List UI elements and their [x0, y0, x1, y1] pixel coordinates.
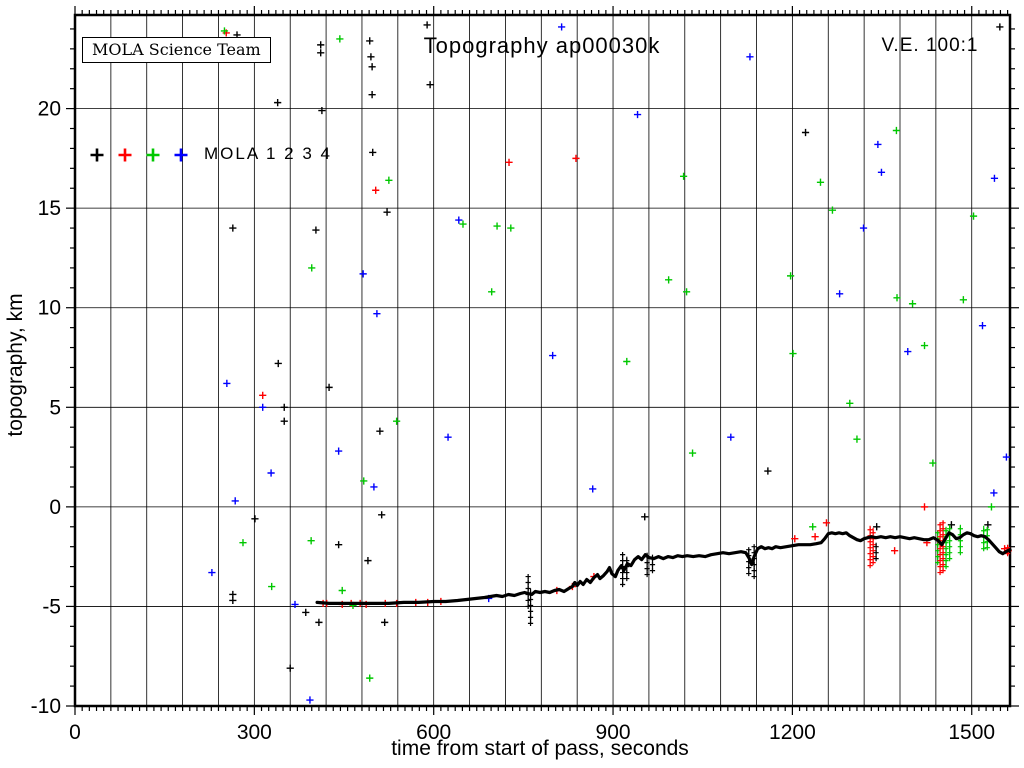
ground-track-profile	[315, 531, 1012, 606]
credit-text: MOLA Science Team	[92, 40, 261, 59]
y-tick-label: 0	[49, 496, 61, 519]
y-tick-label: 20	[38, 98, 61, 121]
spike-clusters	[525, 520, 1011, 626]
credit-box: MOLA Science Team	[82, 37, 271, 63]
series-mola-4	[208, 23, 1011, 704]
x-axis-title: time from start of pass, seconds	[391, 737, 689, 760]
y-tick-label: 15	[38, 197, 61, 220]
x-tick-label: 1200	[769, 721, 816, 744]
plot-frame	[73, 13, 1012, 708]
y-tick-label: 10	[38, 297, 61, 320]
y-tick-label: -5	[42, 595, 61, 618]
x-tick-label: 900	[596, 721, 631, 744]
y-tick-labels: 20 15 10 5 0 -5 -10	[31, 98, 61, 718]
x-tick-labels: 0 300 600 900 1200 1500	[69, 721, 995, 744]
series-mola-2	[222, 29, 1012, 609]
y-tick-label: 5	[49, 396, 61, 419]
x-tick-label: 600	[416, 721, 451, 744]
legend-markers	[90, 148, 188, 162]
y-axis-title: topography, km	[4, 293, 27, 437]
series-mola-1	[229, 21, 1004, 672]
x-tick-label: 300	[237, 721, 272, 744]
legend-label: MOLA 1 2 3 4	[204, 144, 332, 163]
x-tick-label: 1500	[948, 721, 995, 744]
vertical-exaggeration-label: V.E. 100:1	[881, 35, 979, 56]
axis-ticks	[66, 6, 1019, 715]
series-mola-3	[220, 27, 996, 682]
gridlines	[75, 15, 1010, 706]
y-tick-label: -10	[31, 695, 61, 718]
x-tick-label: 0	[69, 721, 81, 744]
plot-title: Topography ap00030k	[423, 33, 661, 58]
